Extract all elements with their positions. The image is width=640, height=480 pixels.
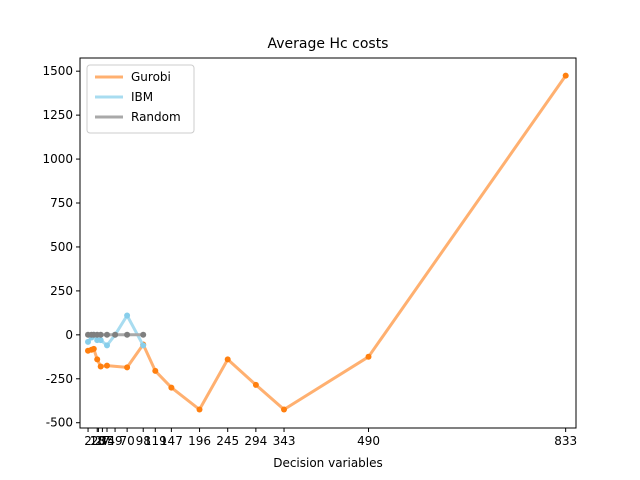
x-tick-label: 490 — [357, 434, 380, 448]
legend-label-random: Random — [131, 110, 181, 124]
data-point-random — [104, 331, 110, 338]
data-point-gurobi — [152, 367, 159, 374]
y-tick-label: 0 — [65, 328, 73, 342]
data-point-gurobi — [124, 364, 131, 371]
legend: Gurobi IBM Random — [86, 64, 195, 134]
x-tick-label: 20 — [91, 434, 106, 448]
series-line-gurobi — [86, 74, 568, 411]
data-point-random — [140, 331, 147, 338]
data-point-random — [124, 331, 131, 338]
y-tick-label: -500 — [46, 416, 73, 430]
data-point-gurobi — [97, 363, 104, 370]
data-point-gurobi — [104, 362, 110, 369]
x-tick-label: 18 — [90, 434, 105, 448]
data-point-gurobi — [365, 353, 372, 360]
data-point-gurobi — [281, 406, 287, 413]
data-point-gurobi — [94, 356, 101, 363]
y-tick-label: 1000 — [42, 152, 73, 166]
data-point-ibm — [85, 338, 91, 345]
series-layer — [85, 72, 569, 413]
x-tick-label: 49 — [107, 434, 122, 448]
data-point-random — [97, 331, 104, 338]
data-point-ibm — [140, 342, 147, 349]
x-tick-label: 2 — [84, 434, 92, 448]
data-point-gurobi — [252, 381, 259, 388]
data-point-ibm — [104, 342, 110, 349]
data-point-random — [112, 331, 119, 338]
y-tick-label: 500 — [50, 240, 73, 254]
legend-label-gurobi: Gurobi — [131, 70, 171, 84]
y-tick-label: 750 — [50, 196, 73, 210]
y-tick-label: -250 — [46, 372, 73, 386]
data-point-gurobi — [90, 345, 97, 352]
x-tick-label: 294 — [244, 434, 267, 448]
x-tick-label: 147 — [160, 434, 183, 448]
x-tick-label: 196 — [188, 434, 211, 448]
x-tick-label: 27 — [95, 434, 110, 448]
x-tick-label: 833 — [554, 434, 577, 448]
y-tick-label: 1250 — [42, 108, 73, 122]
data-point-gurobi — [168, 384, 175, 391]
x-tick-label: 35 — [99, 434, 114, 448]
data-point-gurobi — [196, 406, 203, 413]
x-tick-label: 245 — [216, 434, 239, 448]
y-tick-label: 250 — [50, 284, 73, 298]
x-tick-label: 70 — [119, 434, 134, 448]
y-tick-label: 1500 — [42, 64, 73, 78]
legend-label-ibm: IBM — [131, 90, 153, 104]
x-tick-label: 98 — [136, 434, 151, 448]
chart-title: Average Hc costs — [268, 36, 389, 52]
x-tick-label: 119 — [144, 434, 167, 448]
data-point-ibm — [97, 337, 104, 344]
data-point-gurobi — [224, 356, 231, 363]
data-point-ibm — [124, 312, 131, 319]
data-point-gurobi — [562, 72, 569, 79]
plot-frame — [79, 57, 577, 429]
x-axis-title: Decision variables — [273, 456, 383, 470]
x-tick-label: 343 — [273, 434, 296, 448]
y-axis: -500 -250 0 250 500 750 1000 1250 1500 — [42, 64, 80, 430]
